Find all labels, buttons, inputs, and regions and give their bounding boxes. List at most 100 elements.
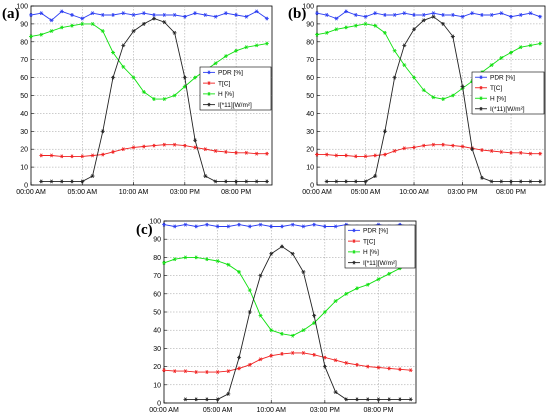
x-tick-label: 08:00 PM [496,189,526,196]
legend-label: T[C] [218,80,230,87]
data-point [408,368,413,373]
data-point [489,149,494,153]
data-point [387,397,392,402]
data-point [373,11,378,16]
data-point [70,179,75,184]
data-point [269,251,274,256]
data-point [376,397,381,402]
data-point [279,224,284,229]
data-point [59,25,64,30]
data-point [279,244,284,249]
data-point [264,151,269,156]
data-point [162,13,167,17]
data-point [376,277,381,282]
y-tick-label: 30 [20,129,28,136]
data-point [80,16,85,21]
y-tick-label: 50 [153,310,161,317]
y-tick-label: 100 [302,4,314,11]
data-point [172,369,177,374]
data-point [315,32,319,37]
y-tick-label: 60 [306,75,314,82]
legend-label: I(*11)[W/m²] [490,106,525,113]
legend-swatch-marker [352,260,356,265]
series-3 [39,16,269,184]
y-tick-label: 70 [20,57,28,64]
data-point [100,13,105,17]
data-point [254,151,259,156]
data-point [223,179,228,184]
data-point [392,75,397,80]
data-point [152,13,157,17]
legend-label: T[C] [490,85,502,92]
data-point [301,328,306,333]
data-point [237,222,242,227]
data-point [373,23,378,28]
data-point [215,397,220,402]
data-point [182,75,187,80]
data-point [365,364,370,369]
data-point [264,16,269,21]
data-point [382,152,387,157]
data-point [49,153,54,158]
data-point [237,355,242,360]
data-point [334,16,339,21]
data-point [460,84,465,89]
data-point [49,29,54,33]
data-point [247,224,252,229]
data-point [162,20,167,25]
data-point [90,21,95,26]
data-point [80,21,85,26]
data-point [80,154,85,159]
data-point [247,310,252,314]
data-point [258,273,263,278]
data-point [90,153,95,158]
data-point [489,63,494,68]
y-tick-label: 60 [153,291,161,298]
data-point [121,43,126,48]
data-point [392,149,397,153]
data-point [431,142,436,147]
legend-swatch-marker [479,75,483,80]
data-point [29,13,33,17]
data-point [70,154,75,159]
x-tick-label: 03:00 PM [170,189,200,196]
data-point [528,43,533,48]
data-point [234,150,239,155]
data-point [90,11,95,16]
legend-label: H [%] [490,96,506,103]
legend-swatch-marker [479,106,483,111]
y-tick-label: 90 [306,21,314,28]
y-tick-label: 10 [20,165,28,172]
data-point [353,13,358,17]
data-point [182,143,187,148]
data-point [49,179,54,184]
data-point [392,48,397,53]
data-point [408,397,413,402]
data-point [183,397,188,402]
data-point [172,30,177,35]
data-point [499,179,504,184]
data-point [244,14,249,19]
data-point [226,369,231,374]
data-point [254,9,259,14]
data-point [111,50,116,55]
data-point [470,147,475,152]
data-point [100,29,105,33]
data-point [518,13,523,17]
data-point [479,13,484,17]
data-point [460,144,465,149]
data-point [441,21,446,26]
legend: PDR [%] T[C] H [%] I[*11][W/m²] [344,224,416,269]
data-point [353,154,358,159]
chart-panel-1: 0 10 20 30 40 50 60 70 80 90 100 00:00 AM 05:00 AM 10… [288,4,546,196]
data-point [312,222,317,227]
legend-swatch-marker [207,81,211,86]
data-point [203,13,208,17]
y-tick-label: 100 [149,219,161,226]
data-point [111,149,116,154]
data-point [182,14,187,19]
panel-label: (b) [288,6,306,22]
data-point [518,45,523,50]
data-point [193,75,198,80]
legend-label: PDR [%] [363,228,388,235]
